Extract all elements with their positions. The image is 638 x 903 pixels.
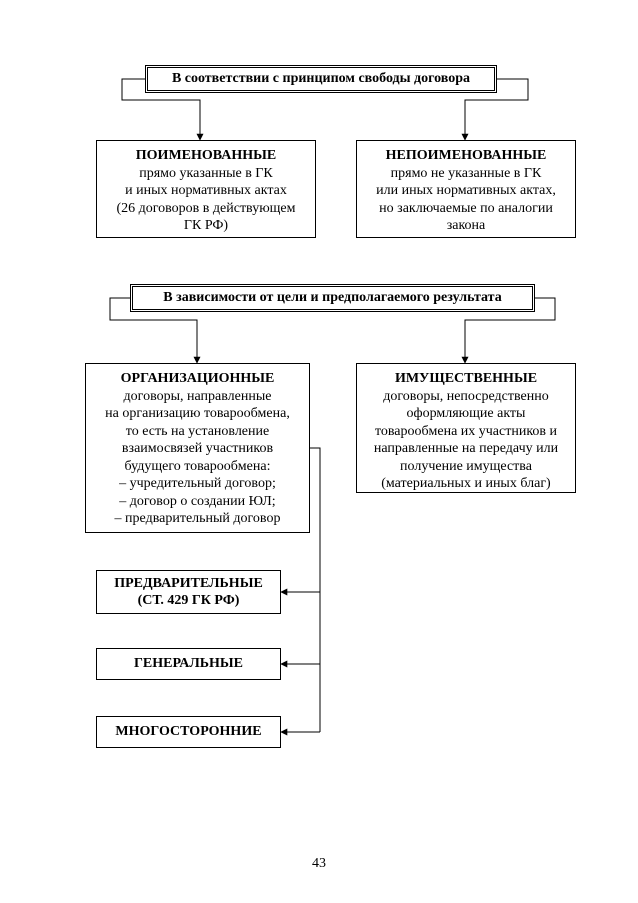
node-preliminary: ПРЕДВАРИТЕЛЬНЫЕ (СТ. 429 ГК РФ)	[96, 570, 281, 614]
page-number: 43	[0, 856, 638, 872]
node-named: ПОИМЕНОВАННЫЕ прямо указанные в ГК и ины…	[96, 140, 316, 238]
node-general-title: ГЕНЕРАЛЬНЫЕ	[134, 655, 243, 673]
node-organizational: ОРГАНИЗАЦИОННЫЕ договоры, направленные н…	[85, 363, 310, 533]
header-freedom-principle-text: В соответствии с принципом свободы догов…	[172, 70, 470, 88]
node-preliminary-sub: (СТ. 429 ГК РФ)	[105, 592, 272, 610]
node-multilateral-title: МНОГОСТОРОННИЕ	[115, 723, 261, 741]
node-property: ИМУЩЕСТВЕННЫЕ договоры, непосредственно …	[356, 363, 576, 493]
node-organizational-title: ОРГАНИЗАЦИОННЫЕ	[94, 370, 301, 388]
node-property-title: ИМУЩЕСТВЕННЫЕ	[365, 370, 567, 388]
header-purpose-result: В зависимости от цели и предполагаемого …	[130, 284, 535, 312]
node-preliminary-title: ПРЕДВАРИТЕЛЬНЫЕ	[105, 575, 272, 593]
node-general: ГЕНЕРАЛЬНЫЕ	[96, 648, 281, 680]
node-named-title: ПОИМЕНОВАННЫЕ	[105, 147, 307, 165]
node-property-body: договоры, непосредственно оформляющие ак…	[365, 388, 567, 493]
node-organizational-body: договоры, направленные на организацию то…	[94, 388, 301, 528]
node-unnamed-body: прямо не указанные в ГК или иных нормати…	[365, 165, 567, 235]
node-unnamed: НЕПОИМЕНОВАННЫЕ прямо не указанные в ГК …	[356, 140, 576, 238]
node-named-body: прямо указанные в ГК и иных нормативных …	[105, 165, 307, 235]
header-purpose-result-text: В зависимости от цели и предполагаемого …	[163, 289, 501, 307]
node-multilateral: МНОГОСТОРОННИЕ	[96, 716, 281, 748]
node-unnamed-title: НЕПОИМЕНОВАННЫЕ	[365, 147, 567, 165]
header-freedom-principle: В соответствии с принципом свободы догов…	[145, 65, 497, 93]
